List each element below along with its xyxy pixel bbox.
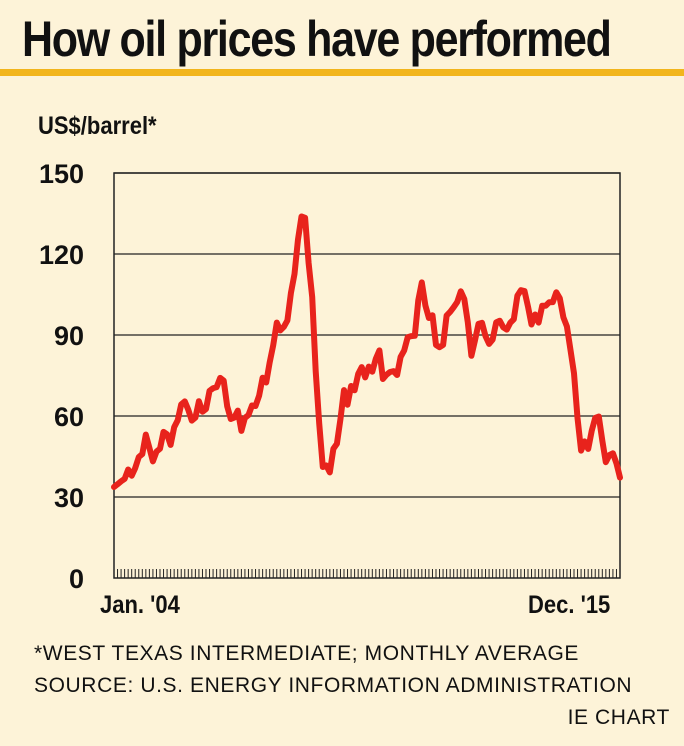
x-end-label: Dec. '15 xyxy=(528,591,611,619)
y-tick-label: 0 xyxy=(69,564,84,594)
source-note: SOURCE: U.S. ENERGY INFORMATION ADMINIST… xyxy=(34,674,633,697)
plot-frame xyxy=(113,172,621,579)
y-tick-label: 60 xyxy=(54,402,84,432)
y-tick-label: 150 xyxy=(39,159,84,189)
x-start-label: Jan. '04 xyxy=(100,591,180,619)
title-bar: How oil prices have performed xyxy=(0,0,684,76)
y-tick-label: 90 xyxy=(54,321,84,351)
line-chart: 0 30 60 90 120 150 xyxy=(39,159,623,594)
chart-credit: IE CHART xyxy=(567,706,670,729)
y-tick-label: 120 xyxy=(39,240,84,270)
chart-title: How oil prices have performed xyxy=(22,11,612,67)
footnote: *WEST TEXAS INTERMEDIATE; MONTHLY AVERAG… xyxy=(34,642,580,665)
series-line xyxy=(111,213,623,490)
y-tick-label: 30 xyxy=(54,483,84,513)
y-axis-label: US$/barrel* xyxy=(38,112,157,140)
